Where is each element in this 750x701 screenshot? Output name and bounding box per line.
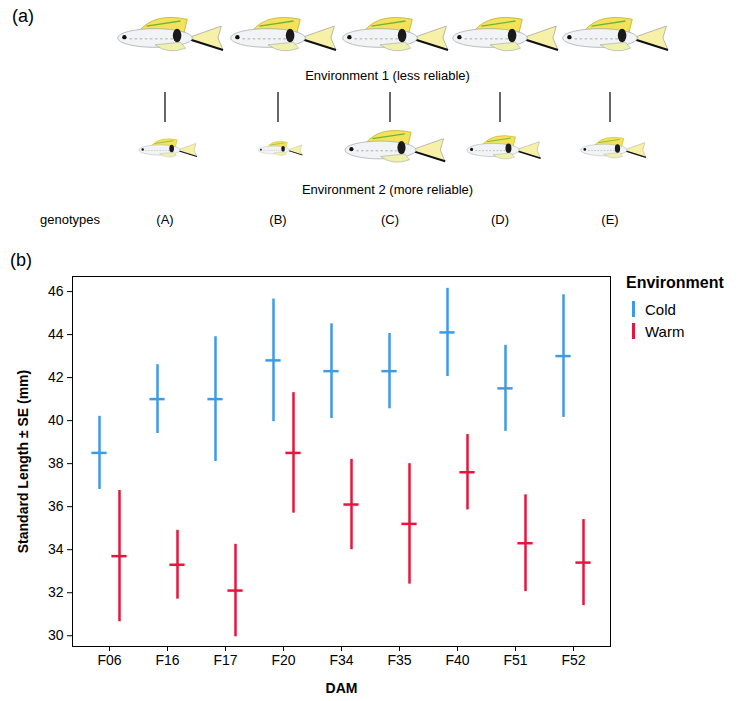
svg-text:F34: F34 <box>329 652 353 668</box>
svg-text:DAM: DAM <box>326 680 358 696</box>
svg-text:F40: F40 <box>445 652 469 668</box>
html-text:(b): (b) <box>10 250 32 270</box>
svg-text:(D): (D) <box>491 212 509 227</box>
svg-text:F17: F17 <box>213 652 237 668</box>
svg-text:F52: F52 <box>561 652 585 668</box>
html-text:Warm: Warm <box>645 322 685 340</box>
svg-text:F35: F35 <box>387 652 411 668</box>
svg-text:Environment 1 (less reliable): Environment 1 (less reliable) <box>305 68 470 83</box>
svg-text:(C): (C) <box>381 212 399 227</box>
svg-text:40: 40 <box>48 412 64 428</box>
html-text:Environment: Environment <box>626 274 724 291</box>
svg-text:30: 30 <box>48 627 64 643</box>
svg-text:36: 36 <box>48 498 64 514</box>
svg-text:genotypes: genotypes <box>40 212 100 227</box>
svg-text:46: 46 <box>48 283 64 299</box>
svg-text:Standard Length ± SE (mm): Standard Length ± SE (mm) <box>15 370 31 553</box>
svg-text:42: 42 <box>48 369 64 385</box>
svg-text:Environment 2 (more reliable): Environment 2 (more reliable) <box>302 182 473 197</box>
svg-text:(E): (E) <box>601 212 618 227</box>
svg-text:38: 38 <box>48 455 64 471</box>
svg-text:(a): (a) <box>12 6 34 26</box>
html-text:Cold: Cold <box>645 300 676 318</box>
svg-text:44: 44 <box>48 326 64 342</box>
svg-text:F06: F06 <box>97 652 121 668</box>
svg-text:(B): (B) <box>269 212 286 227</box>
svg-text:34: 34 <box>48 541 64 557</box>
svg-text:F51: F51 <box>503 652 527 668</box>
svg-text:F16: F16 <box>155 652 179 668</box>
svg-text:32: 32 <box>48 584 64 600</box>
svg-text:(A): (A) <box>156 212 173 227</box>
svg-text:F20: F20 <box>271 652 295 668</box>
